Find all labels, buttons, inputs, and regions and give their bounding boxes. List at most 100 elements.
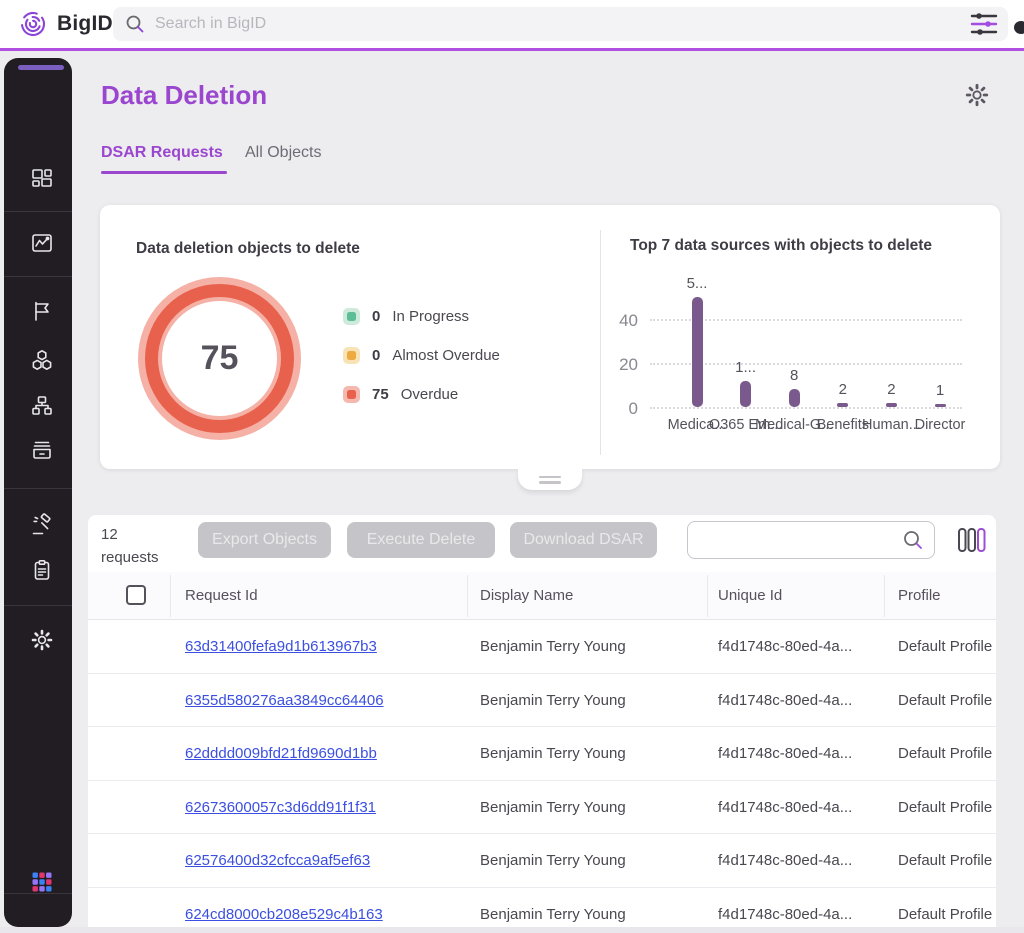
request-id-link[interactable]: 63d31400fefa9d1b613967b3 xyxy=(185,638,377,655)
search-icon xyxy=(126,15,144,33)
column-header-display-name[interactable]: Display Name xyxy=(480,587,574,604)
tab-dsar-requests[interactable]: DSAR Requests xyxy=(101,144,223,161)
user-avatar[interactable] xyxy=(1014,21,1024,34)
ytick-40: 40 xyxy=(619,311,638,330)
table-search-input[interactable] xyxy=(700,531,902,549)
sidebar-item-settings[interactable] xyxy=(30,628,54,652)
sidebar-item-actions[interactable] xyxy=(30,513,54,537)
apps-grid-icon xyxy=(32,872,52,892)
settings-gear-icon xyxy=(31,629,53,651)
bigid-logo-icon xyxy=(20,11,46,37)
bar-1[interactable] xyxy=(691,297,703,407)
table-header: Request Id Display Name Unique Id Profil… xyxy=(88,572,996,620)
gridline-0 xyxy=(650,407,962,409)
sidebar-item-data-map[interactable] xyxy=(30,394,54,418)
classification-hexagons-icon xyxy=(32,350,52,370)
top-sources-bar-chart[interactable]: 40 20 0 5... Medica... 1... O365 Em... 8 Medi… xyxy=(619,275,965,433)
deletion-donut-chart[interactable]: 75 xyxy=(138,277,301,440)
header-separator xyxy=(170,575,171,617)
sidebar-divider xyxy=(4,211,72,212)
bar-category-label: Medica... xyxy=(667,417,727,433)
sidebar-item-classification[interactable] xyxy=(30,348,54,372)
filter-sliders-icon[interactable] xyxy=(970,11,998,37)
display-name-cell: Benjamin Terry Young xyxy=(480,745,626,762)
sidebar-item-compliance[interactable] xyxy=(30,558,54,582)
unique-id-cell: f4d1748c-80ed-4a... xyxy=(718,745,853,762)
execute-delete-button[interactable]: Execute Delete xyxy=(347,522,495,558)
right-gutter xyxy=(996,515,1024,933)
policies-flag-icon xyxy=(35,301,49,321)
select-all-checkbox[interactable] xyxy=(126,585,146,605)
global-search[interactable] xyxy=(113,7,1008,41)
profile-cell: Default Profile xyxy=(898,905,993,923)
bar-value-label: 1... xyxy=(735,358,757,376)
header-separator xyxy=(884,575,885,617)
sidebar-item-apps[interactable] xyxy=(30,870,54,894)
table-body: 63d31400fefa9d1b613967b3 Benjamin Terry … xyxy=(88,620,996,927)
request-id-link[interactable]: 62673600057c3d6dd91f1f31 xyxy=(185,798,377,816)
bar-5[interactable] xyxy=(885,402,897,407)
header-separator xyxy=(467,575,468,617)
sidebar-item-dashboard[interactable] xyxy=(30,166,54,190)
request-id-link[interactable]: 62576400d32cfcca9af5ef63 xyxy=(185,852,371,869)
donut-chart-title: Data deletion objects to delete xyxy=(136,240,360,257)
request-id-link[interactable]: 62dddd009bfd21fd9690d1bb xyxy=(185,745,377,762)
column-header-profile[interactable]: Profile xyxy=(898,587,941,604)
sidebar-item-inventory[interactable] xyxy=(30,438,54,462)
global-search-input[interactable] xyxy=(155,15,855,33)
table-row: 63d31400fefa9d1b613967b3 Benjamin Terry … xyxy=(88,620,996,674)
active-tab-underline xyxy=(101,171,227,174)
sidebar-item-reports[interactable] xyxy=(30,231,54,255)
bar-3[interactable] xyxy=(788,389,800,407)
requests-count: 12 requests xyxy=(101,526,159,566)
sidebar-nav xyxy=(4,58,72,927)
profile-cell: Default Profile xyxy=(898,638,993,655)
table-search-icon[interactable] xyxy=(902,529,924,551)
donut-total: 75 xyxy=(200,339,239,377)
topbar-accent-line xyxy=(0,48,1024,51)
table-row: 62673600057c3d6dd91f1f31 Benjamin Terry … xyxy=(88,780,996,834)
reports-chart-icon xyxy=(32,234,52,252)
bigid-logo[interactable]: BigID xyxy=(18,9,113,39)
top-bar: BigID xyxy=(0,0,1024,48)
request-id-link[interactable]: 624cd8000cb208e529c4b163 xyxy=(185,905,383,923)
column-header-request-id[interactable]: Request Id xyxy=(185,587,258,604)
table-row: 624cd8000cb208e529c4b163 Benjamin Terry … xyxy=(88,887,996,927)
bar-category-label: O365 Em... xyxy=(708,417,783,433)
legend-label: Overdue xyxy=(400,385,459,403)
table-row: 62576400d32cfcca9af5ef63 Benjamin Terry … xyxy=(88,834,996,888)
download-dsar-button[interactable]: Download DSAR xyxy=(510,522,657,558)
display-name-cell: Benjamin Terry Young xyxy=(480,905,626,923)
table-search[interactable] xyxy=(687,521,935,559)
column-chooser-icon[interactable] xyxy=(957,526,987,554)
inventory-archive-icon xyxy=(33,441,51,459)
bar-category-label: Benefits xyxy=(816,417,869,433)
request-id-link[interactable]: 6355d580276aa3849cc64406 xyxy=(185,691,384,709)
legend-item: 0 In Progress xyxy=(343,305,500,327)
sidebar-divider xyxy=(4,276,72,277)
sidebar-divider xyxy=(4,893,72,894)
sidebar-active-pill xyxy=(18,65,64,70)
bar-category-label: Medical-G... xyxy=(755,417,834,433)
bar-6[interactable] xyxy=(934,404,946,407)
tab-all-objects[interactable]: All Objects xyxy=(245,144,322,161)
profile-cell: Default Profile xyxy=(898,798,993,816)
collapse-handle[interactable] xyxy=(518,469,582,490)
display-name-cell: Benjamin Terry Young xyxy=(480,852,626,869)
column-header-unique-id[interactable]: Unique Id xyxy=(718,587,783,604)
page-title: Data Deletion xyxy=(101,80,268,110)
ytick-0: 0 xyxy=(628,399,638,418)
sidebar-item-policies[interactable] xyxy=(30,299,54,323)
sidebar-divider xyxy=(4,488,72,489)
brand-text: BigID xyxy=(57,12,113,35)
bar-4[interactable] xyxy=(837,402,849,407)
legend-label: In Progress xyxy=(392,307,470,325)
display-name-cell: Benjamin Terry Young xyxy=(480,638,626,655)
bar-2[interactable] xyxy=(740,380,752,407)
export-objects-button[interactable]: Export Objects xyxy=(198,522,331,558)
data-map-org-icon xyxy=(32,396,52,415)
donut-legend: 0 In Progress 0 Almost Overdue 75 xyxy=(343,305,500,405)
page-settings-gear-icon[interactable] xyxy=(964,82,990,108)
dsar-table-panel: 12 requests Export Objects Execute Delet… xyxy=(88,515,996,927)
